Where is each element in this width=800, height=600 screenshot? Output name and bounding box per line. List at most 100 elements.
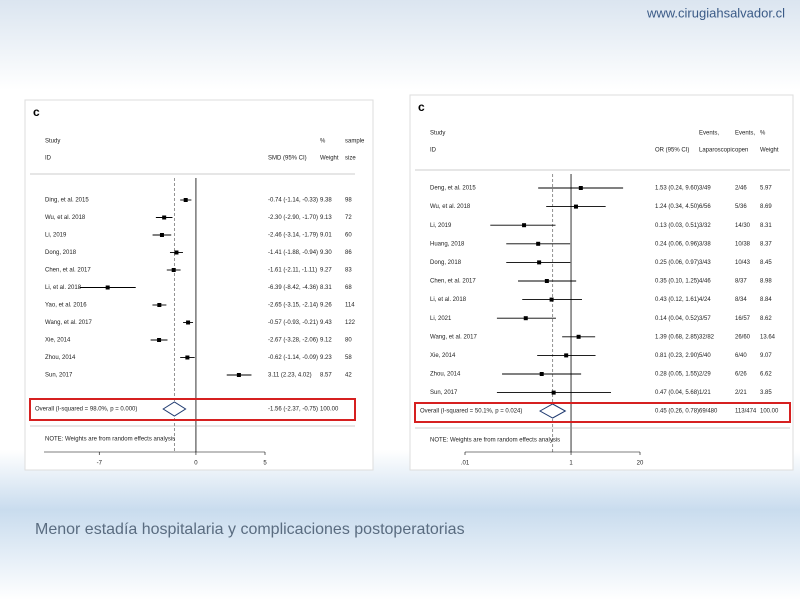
study-label: Li, 2019 (45, 233, 67, 239)
highlight-box (29, 398, 356, 421)
table-cell: 8.69 (760, 204, 772, 210)
point-estimate (536, 241, 541, 246)
x-tick-label: 5 (263, 461, 267, 467)
study-label: Wang, et al. 2017 (45, 320, 92, 326)
estimate-label: 1.24 (0.34, 4.50) (655, 204, 699, 210)
table-cell: 8.31 (320, 285, 332, 291)
estimate-label: -2.67 (-3.28, -2.06) (268, 338, 318, 344)
table-cell: 58 (345, 355, 352, 361)
point-estimate (186, 320, 191, 325)
x-tick-label: 20 (637, 461, 644, 467)
study-label: Ding, et al. 2015 (45, 198, 89, 204)
x-tick-label: .01 (461, 461, 470, 467)
table-cell: 98 (345, 198, 352, 204)
study-label: Li, 2021 (430, 316, 452, 322)
table-cell: 1/21 (699, 390, 711, 396)
column-header: Events, (735, 131, 755, 137)
point-estimate (578, 186, 583, 190)
estimate-label: 0.47 (0.04, 5.68) (655, 390, 699, 396)
caption: Menor estadía hospitalaria y complicacio… (35, 521, 465, 538)
column-header: % (320, 139, 326, 145)
study-label: Dong, 2018 (430, 260, 462, 266)
point-estimate (544, 279, 549, 283)
table-cell: 3.85 (760, 390, 772, 396)
point-estimate (539, 372, 544, 376)
estimate-label: 0.25 (0.06, 0.97) (655, 260, 699, 266)
point-estimate (573, 204, 578, 209)
study-label: Wang, et al. 2017 (430, 334, 477, 340)
study-label: Zhou, 2014 (45, 355, 76, 361)
table-cell: 80 (345, 338, 352, 344)
table-cell: 9.26 (320, 303, 332, 309)
table-cell: 60 (345, 233, 352, 239)
table-cell: 8.57 (320, 373, 332, 379)
table-cell: 2/29 (699, 372, 711, 378)
table-cell: 2/21 (735, 390, 747, 396)
estimate-label: -0.62 (-1.14, -0.09) (268, 355, 318, 361)
overall-label: Overall (I-squared = 50.1%, p = 0.024) (420, 409, 522, 415)
column-header: ID (430, 148, 437, 154)
table-cell: 9.01 (320, 233, 332, 239)
estimate-label: 0.35 (0.10, 1.25) (655, 279, 699, 285)
overall-estimate: 0.45 (0.26, 0.78) (655, 409, 699, 415)
estimate-label: 0.14 (0.04, 0.52) (655, 316, 699, 322)
column-header: Weight (320, 156, 339, 162)
overall-label: Overall (I-squared = 98.0%, p = 0.000) (35, 407, 137, 413)
point-estimate (159, 233, 164, 237)
table-cell: 4/24 (699, 297, 711, 303)
highlight-box (414, 402, 791, 423)
site-url: www.cirugiahsalvador.cl (646, 5, 785, 20)
point-estimate (105, 285, 110, 290)
table-cell: 13.64 (760, 334, 776, 340)
table-cell: 83 (345, 268, 352, 274)
table-cell: 9.27 (320, 268, 332, 274)
table-cell: 2/46 (735, 186, 747, 192)
table-cell: 8.98 (760, 279, 772, 285)
estimate-label: 3.11 (2.23, 4.02) (268, 373, 312, 379)
study-label: Wu, et al. 2018 (430, 204, 471, 210)
study-label: Chen, et al. 2017 (45, 268, 91, 274)
table-cell: 10/38 (735, 241, 751, 247)
table-cell: 8.45 (760, 260, 772, 266)
table-cell: 14/30 (735, 223, 751, 229)
table-cell: 9.12 (320, 338, 332, 344)
table-cell: 9.43 (320, 320, 332, 326)
study-label: Wu, et al. 2018 (45, 215, 86, 221)
estimate-label: 0.24 (0.06, 0.96) (655, 241, 699, 247)
column-header: ID (45, 156, 52, 162)
study-label: Dong, 2018 (45, 250, 77, 256)
table-cell: 8.84 (760, 297, 772, 303)
table-cell: 69/480 (699, 409, 718, 415)
panel-label: c (418, 100, 425, 114)
note: NOTE: Weights are from random effects an… (45, 437, 175, 443)
table-cell: 32/82 (699, 334, 715, 340)
study-label: Xie, 2014 (430, 353, 456, 359)
x-tick-label: 0 (194, 461, 198, 467)
table-cell: 9.13 (320, 215, 332, 221)
study-label: Sun, 2017 (45, 373, 73, 379)
panel-right (409, 94, 794, 471)
table-cell: 114 (345, 303, 355, 309)
table-cell: 100.00 (760, 409, 779, 415)
table-cell: 9.30 (320, 250, 332, 256)
table-cell: 122 (345, 320, 356, 326)
table-cell: 9.07 (760, 353, 772, 359)
estimate-label: 0.28 (0.05, 1.55) (655, 372, 699, 378)
study-label: Xie, 2014 (45, 338, 71, 344)
point-estimate (523, 316, 528, 321)
table-cell: 26/60 (735, 334, 751, 340)
estimate-label: -2.30 (-2.90, -1.70) (268, 215, 318, 221)
column-header: % (760, 131, 766, 137)
table-cell: 3/43 (699, 260, 711, 266)
table-cell: 10/43 (735, 260, 751, 266)
table-cell: 68 (345, 285, 352, 291)
point-estimate (549, 297, 554, 302)
point-estimate (576, 334, 581, 339)
column-header: Study (45, 139, 60, 145)
table-cell: 9.38 (320, 198, 332, 204)
point-estimate (564, 353, 569, 358)
table-cell: 86 (345, 250, 352, 256)
study-label: Yao, et al. 2016 (45, 303, 87, 309)
table-cell: 72 (345, 215, 352, 221)
table-cell: 16/57 (735, 316, 751, 322)
